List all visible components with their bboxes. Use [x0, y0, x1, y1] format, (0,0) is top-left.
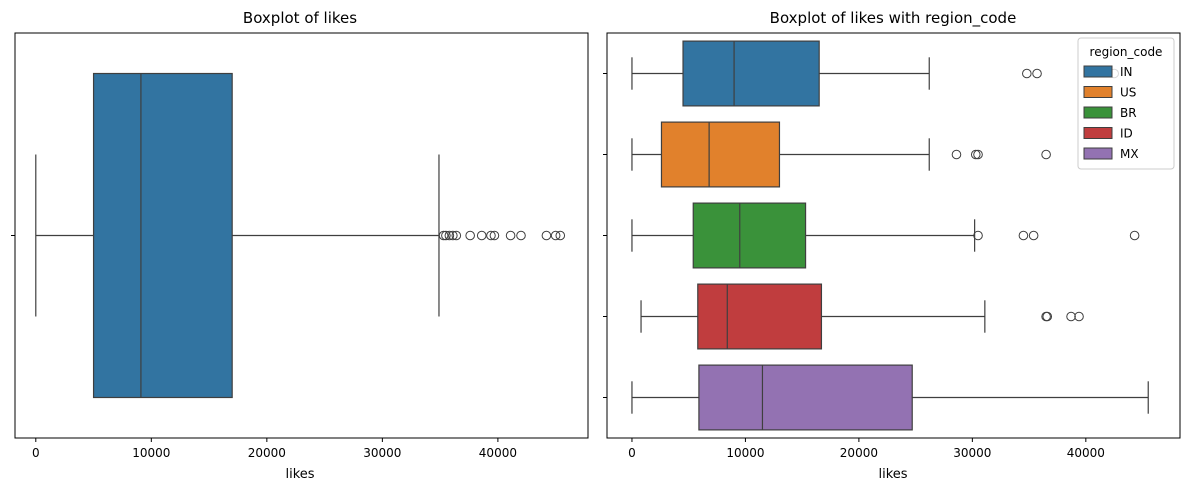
box-br-outlier: [1028, 230, 1039, 241]
box-br-outlier: [1129, 230, 1140, 241]
box-outlier: [516, 230, 526, 241]
legend-label-br: BR: [1120, 106, 1137, 120]
x-axis-label: likes: [878, 467, 907, 482]
legend-swatch-mx: [1083, 147, 1113, 160]
x-tick-label: 10000: [726, 446, 764, 460]
x-axis-label: likes: [285, 467, 314, 482]
box-outlier: [541, 230, 552, 241]
box-id-outlier: [1066, 311, 1076, 322]
box-id-box: [697, 283, 823, 350]
legend-title: region_code: [1090, 45, 1163, 59]
x-tick-label: 0: [628, 446, 636, 460]
box-outlier: [550, 230, 561, 241]
box-id-outlier: [1074, 311, 1084, 322]
legend-swatch-us: [1083, 86, 1113, 98]
x-tick-label: 40000: [1067, 446, 1105, 460]
box-outlier: [555, 230, 566, 241]
box-outlier: [489, 230, 500, 241]
box-outlier: [486, 230, 496, 241]
x-tick-label: 0: [32, 446, 40, 460]
box-us-outlier: [970, 149, 981, 160]
box-outlier: [476, 230, 487, 241]
box-outlier: [441, 230, 451, 241]
x-tick-label: 20000: [248, 446, 286, 460]
plot-area: [631, 40, 1149, 431]
box-outlier: [451, 230, 462, 241]
box-outlier: [448, 230, 458, 241]
box-us-outlier: [973, 149, 983, 160]
x-tick-label: 30000: [953, 446, 991, 460]
chart-title: Boxplot of likes: [243, 9, 357, 27]
box-us-outlier: [951, 149, 962, 160]
x-tick-label: 10000: [132, 446, 170, 460]
box-outlier: [444, 230, 455, 241]
x-tick-label: 20000: [840, 446, 878, 460]
x-tick-label: 40000: [479, 446, 517, 460]
legend-swatch-br: [1083, 106, 1113, 119]
legend-items: IN US BR ID MX: [1083, 65, 1139, 161]
box-in-outlier: [1022, 68, 1032, 79]
box-mx-box: [698, 364, 913, 431]
box-us-box: [660, 121, 781, 188]
box-id-outlier: [1042, 311, 1053, 322]
legend-swatch-in: [1083, 65, 1113, 78]
chart-panel-likes: Boxplot of likes 0 10000 20000 30000 40000 l…: [11, 9, 589, 482]
legend-label-mx: MX: [1120, 147, 1139, 161]
box-br-outlier: [1018, 230, 1029, 241]
box-outlier: [438, 230, 449, 241]
box-br-box: [692, 202, 807, 269]
legend-label-in: IN: [1120, 65, 1133, 79]
chart-title: Boxplot of likes with region_code: [770, 9, 1017, 28]
x-axis: 0 10000 20000 30000 40000: [11, 235, 517, 460]
legend: region_code IN US BR ID MX: [1077, 37, 1175, 170]
chart-panel-likes-by-region: Boxplot of likes with region_code 0 10000…: [603, 9, 1181, 482]
box-us-outlier: [1041, 149, 1051, 160]
box-outlier: [505, 230, 516, 241]
box-outlier: [465, 230, 475, 241]
box-in-box: [682, 40, 820, 107]
legend-swatch-id: [1083, 127, 1113, 139]
x-tick-label: 30000: [363, 446, 401, 460]
plot-area: [35, 72, 566, 399]
box-box: [92, 72, 233, 399]
legend-label-id: ID: [1120, 127, 1133, 141]
x-axis: 0 10000 20000 30000 40000: [603, 73, 1105, 460]
legend-label-us: US: [1120, 86, 1136, 100]
box-br-outlier: [973, 230, 983, 241]
box-in-outlier: [1032, 68, 1042, 79]
